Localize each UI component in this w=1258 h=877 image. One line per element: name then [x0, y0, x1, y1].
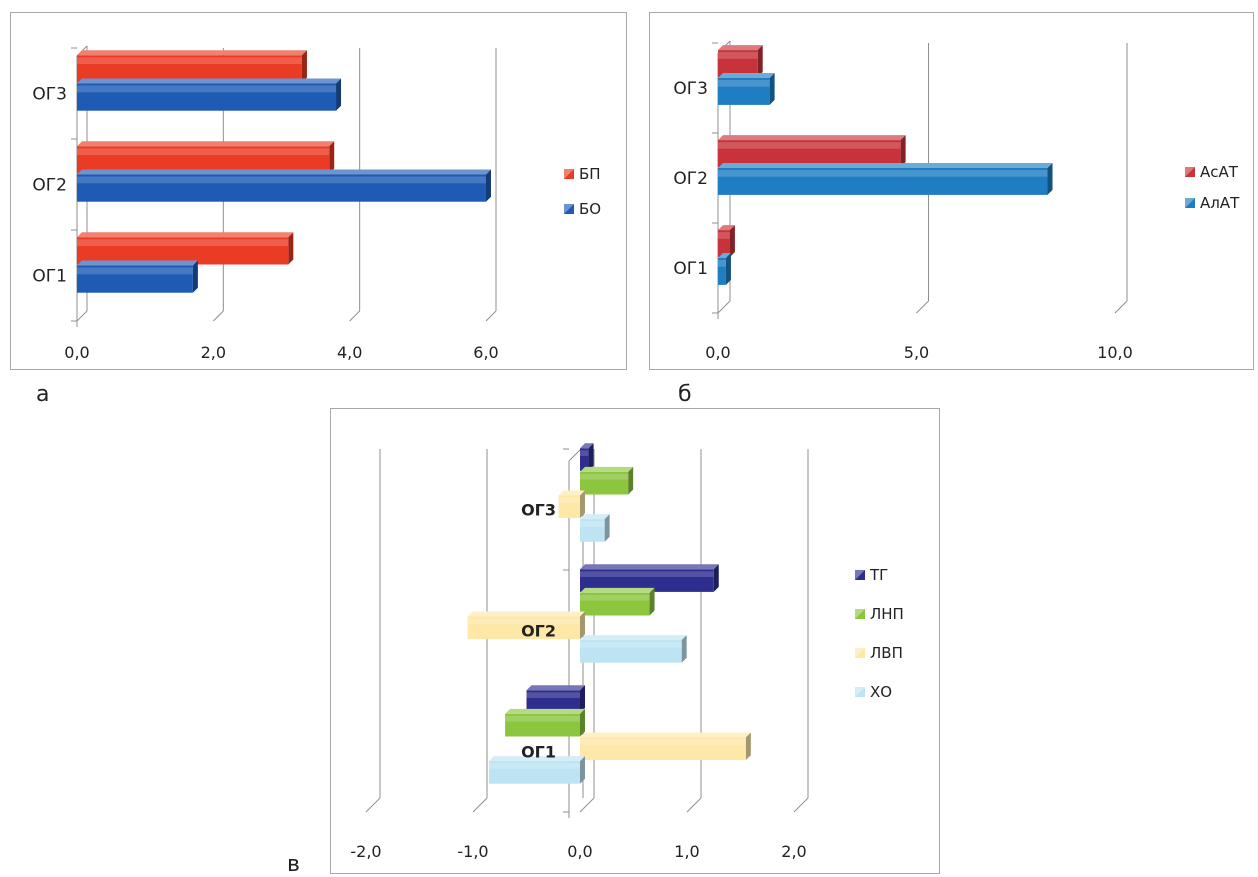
category-label-ОГ1: ОГ1 — [32, 267, 67, 287]
bar-БО-ОГ1 — [77, 260, 198, 293]
bar-ХО-ОГ1 — [489, 756, 585, 784]
bar-АлАТ-ОГ1 — [718, 253, 731, 285]
x-tick-label: 4,0 — [337, 343, 362, 362]
category-label-ОГ3: ОГ3 — [521, 501, 556, 520]
gridline-floor — [717, 300, 731, 314]
legend-label-АсАТ: АсАТ — [1200, 163, 1239, 181]
bar-ТГ-ОГ3 — [580, 443, 594, 471]
legend-swatch-ЛВП — [855, 648, 865, 658]
gridline-floor — [485, 310, 497, 322]
x-tick-label: 0,0 — [705, 343, 730, 362]
x-tick-label: -1,0 — [457, 842, 488, 861]
legend-label-ТГ: ТГ — [869, 566, 888, 584]
bar-БО-ОГ3 — [77, 78, 342, 111]
gridline-floor — [1114, 300, 1128, 314]
bar-ЛНП-ОГ3 — [580, 466, 634, 495]
category-label-ОГ2: ОГ2 — [521, 622, 556, 641]
legend-label-ХО: ХО — [870, 683, 892, 701]
legend-swatch-АлАТ — [1185, 198, 1195, 208]
bar-ЛВП-ОГ3 — [558, 490, 585, 519]
legend-swatch-БП — [564, 169, 574, 179]
x-tick-label: -2,0 — [350, 842, 381, 861]
chart-b: 0,0 5,0 10,0 ОГ1 ОГ2 ОГ3 АсАТ АлАТ — [673, 40, 1240, 362]
bar-ХО-ОГ3 — [580, 514, 610, 542]
legend-swatch-АсАТ — [1185, 167, 1195, 177]
category-label-ОГ2: ОГ2 — [673, 169, 708, 189]
gridline-floor — [686, 797, 702, 813]
caption-v: в — [287, 852, 300, 877]
bar-ЛНП-ОГ2 — [580, 587, 655, 616]
legend-swatch-ЛНП — [855, 609, 865, 619]
bar-БП-ОГ3 — [77, 50, 307, 83]
bar-АсАТ-ОГ3 — [718, 45, 763, 77]
x-tick-label: 1,0 — [674, 842, 699, 861]
legend-swatch-ТГ — [855, 570, 865, 580]
gridline-floor — [365, 797, 381, 813]
bar-ЛВП-ОГ2 — [467, 611, 585, 640]
bar-АсАТ-ОГ1 — [718, 225, 735, 257]
bar-ТГ-ОГ2 — [580, 564, 719, 592]
category-label-ОГ1: ОГ1 — [673, 259, 708, 279]
x-tick-label: 6,0 — [473, 343, 498, 362]
category-label-ОГ2: ОГ2 — [32, 176, 67, 196]
bar-ТГ-ОГ1 — [526, 685, 585, 713]
legend-label-ЛНП: ЛНП — [870, 605, 904, 623]
x-tick-label: 2,0 — [201, 343, 226, 362]
x-tick-label: 0,0 — [64, 343, 89, 362]
legend-label-БО: БО — [579, 200, 601, 218]
bar-АсАТ-ОГ2 — [718, 135, 906, 167]
category-label-ОГ3: ОГ3 — [32, 85, 67, 105]
bar-БП-ОГ2 — [77, 141, 335, 174]
gridline-floor — [916, 300, 929, 314]
chart-a: 0,0 2,0 4,0 6,0 ОГ1 ОГ2 ОГ3 БП БО — [32, 45, 601, 362]
x-tick-label: 2,0 — [781, 842, 806, 861]
caption-a: а — [36, 382, 50, 407]
gridline-floor — [212, 310, 224, 322]
category-label-ОГ3: ОГ3 — [673, 79, 708, 99]
gridline-floor — [579, 797, 595, 813]
chart-panel-a: 0,0 2,0 4,0 6,0 ОГ1 ОГ2 ОГ3 БП БО — [10, 12, 627, 370]
bar-АлАТ-ОГ2 — [718, 163, 1053, 195]
bar-БО-ОГ2 — [77, 169, 491, 202]
legend-swatch-БО — [564, 204, 574, 214]
x-tick-label: 0,0 — [567, 842, 592, 861]
bar-ЛВП-ОГ1 — [580, 732, 751, 761]
legend-swatch-ХО — [855, 687, 865, 697]
legend-label-ЛВП: ЛВП — [870, 644, 903, 662]
category-label-ОГ1: ОГ1 — [521, 743, 556, 762]
chart-panel-b: 0,0 5,0 10,0 ОГ1 ОГ2 ОГ3 АсАТ АлАТ — [649, 12, 1254, 370]
gridline-floor — [349, 310, 361, 322]
bar-БП-ОГ1 — [77, 232, 294, 265]
bar-ЛНП-ОГ1 — [505, 708, 585, 737]
legend-label-БП: БП — [579, 165, 601, 183]
chart-v: -2,0 -1,0 0,0 1,0 2,0 ОГ1 ОГ2 ОГ3 ТГ ЛНП ЛВП ХО — [350, 443, 904, 861]
bar-АлАТ-ОГ3 — [718, 73, 775, 105]
legend-label-АлАТ: АлАТ — [1200, 194, 1240, 212]
chart-panel-v: -2,0 -1,0 0,0 1,0 2,0 ОГ1 ОГ2 ОГ3 ТГ ЛНП ЛВП ХО — [330, 408, 940, 874]
x-tick-label: 5,0 — [904, 343, 929, 362]
gridline-floor — [793, 797, 809, 813]
bar-ХО-ОГ2 — [580, 635, 687, 663]
gridline-floor — [472, 797, 488, 813]
x-tick-label: 10,0 — [1097, 343, 1133, 362]
caption-b: б — [678, 382, 692, 407]
gridline-floor — [76, 310, 88, 322]
